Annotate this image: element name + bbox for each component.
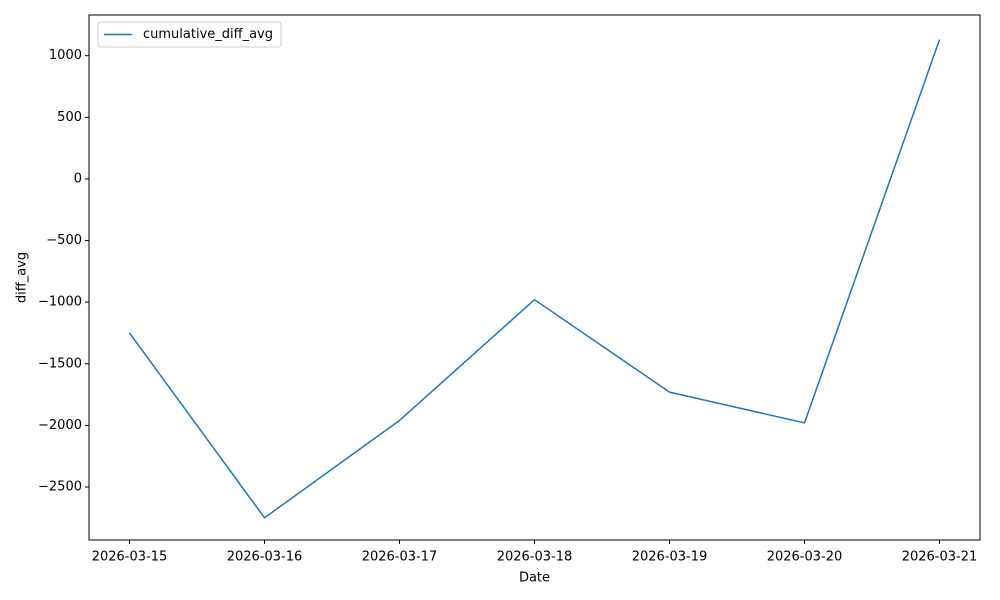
legend-box (97, 21, 282, 48)
y-tick-label: 1000 (49, 48, 82, 63)
y-tick-label: −500 (46, 233, 82, 248)
y-tick-label: 0 (74, 171, 82, 186)
plot-frame (88, 14, 981, 541)
x-axis-label: Date (519, 571, 550, 586)
x-tick-label: 2026-03-18 (497, 550, 573, 565)
legend-label: cumulative_diff_avg (143, 27, 273, 42)
y-tick-label: −2000 (38, 418, 82, 433)
line (128, 39, 941, 519)
y-tick-label: −1500 (38, 356, 82, 371)
y-tick-label: −1000 (38, 295, 82, 310)
x-tick-label: 2026-03-21 (902, 550, 978, 565)
y-axis-label: diff_avg (15, 252, 30, 303)
x-tick-label: 2026-03-20 (767, 550, 843, 565)
x-tick-label: 2026-03-15 (92, 550, 168, 565)
x-tick-label: 2026-03-16 (227, 550, 303, 565)
x-tick-label: 2026-03-19 (632, 550, 708, 565)
y-tick-label: 500 (57, 110, 82, 125)
y-tick-label: −2500 (38, 480, 82, 495)
x-tick-label: 2026-03-17 (362, 550, 438, 565)
